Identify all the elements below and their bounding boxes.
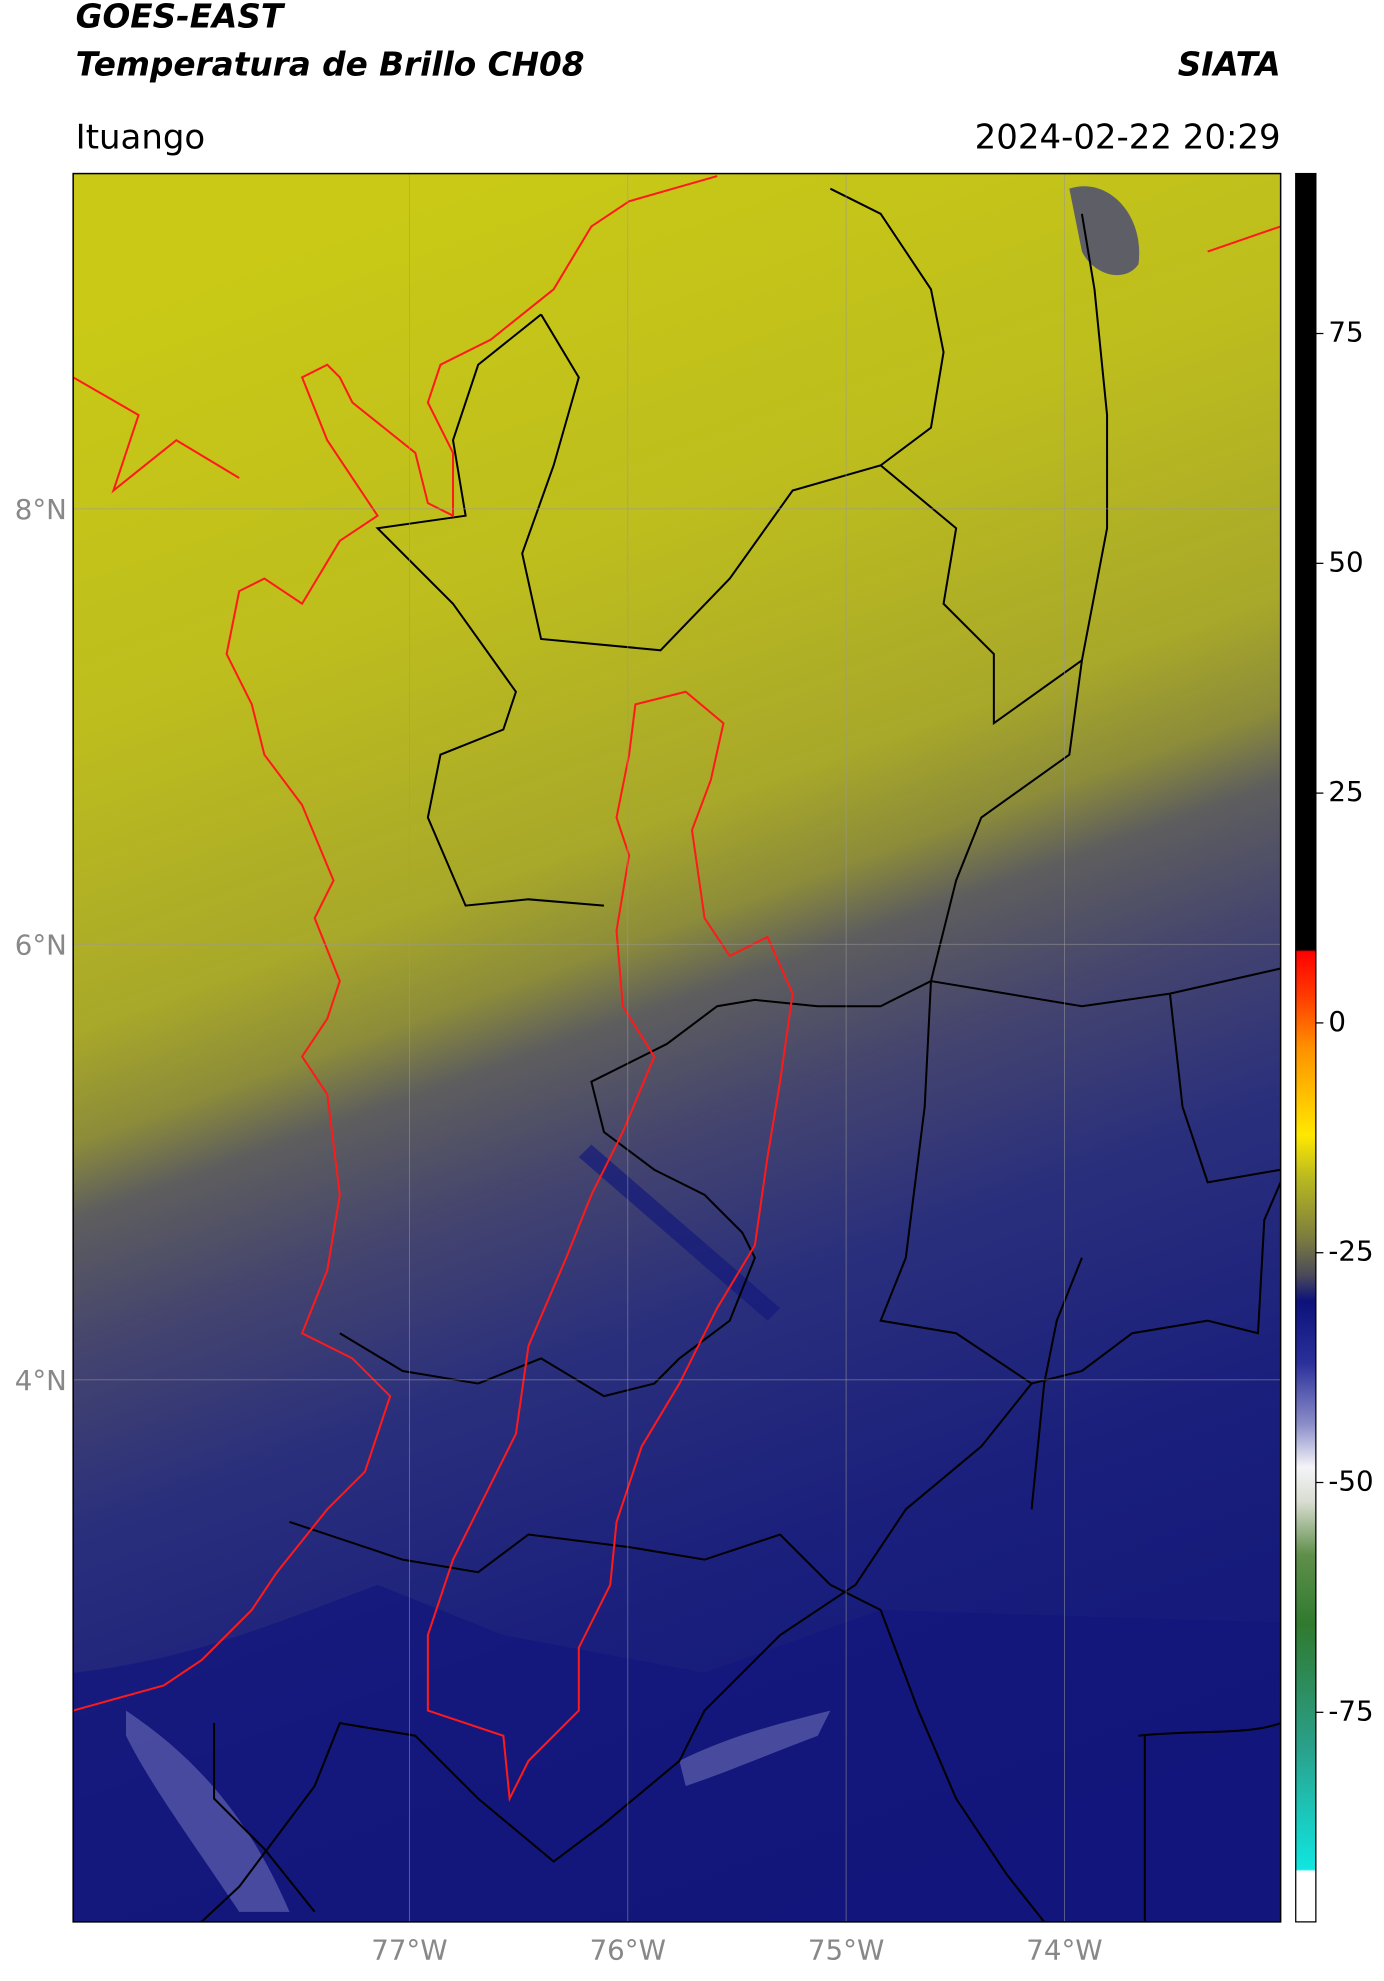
map-ticks: 77°W 76°W 75°W 74°W 8°N 6°N 4°N: [15, 493, 1103, 1967]
colorbar-tick-label: 75: [1328, 316, 1363, 349]
lat-tick-label: 4°N: [15, 1364, 67, 1397]
map-frame: [72, 172, 1282, 1923]
title: Temperatura de Brillo CH08: [76, 45, 585, 83]
title: GOES-EAST: [76, 0, 286, 36]
datetime: 2024-02-22 20:29: [975, 117, 1281, 157]
colorbar-tick-label: -50: [1328, 1465, 1373, 1498]
lat-tick-label: 8°N: [15, 493, 67, 526]
cold-band: [578, 1144, 781, 1321]
colorbar-ticks: 75 50 25 0 -25 -50 -75: [1315, 316, 1374, 1727]
graticule: [73, 173, 1281, 1922]
borders: [200, 187, 1281, 1922]
cold-cloud: [126, 1710, 290, 1912]
lon-tick-label: 76°W: [590, 1934, 666, 1967]
lon-tick-label: 75°W: [808, 1934, 884, 1967]
colorbar-tick-label: -25: [1328, 1235, 1373, 1268]
lat-tick-label: 6°N: [15, 928, 67, 961]
cold-cloud: [1069, 186, 1140, 276]
colorbar: [1295, 172, 1317, 1923]
region: Ituango: [76, 117, 206, 157]
organization: SIATA: [1178, 45, 1281, 83]
colorbar-tick-label: 0: [1328, 1005, 1346, 1038]
cold-region: [73, 1584, 1281, 1922]
lon-tick-label: 74°W: [1026, 1934, 1102, 1967]
lon-tick-label: 77°W: [371, 1934, 447, 1967]
colorbar-tick-label: 50: [1328, 545, 1363, 578]
coastline: [73, 175, 1281, 1712]
colorbar-tick-label: 25: [1328, 775, 1363, 808]
cold-cloud: [679, 1710, 831, 1787]
basin-outline: [426, 690, 794, 1803]
map: [73, 173, 1281, 1922]
colorbar-tick-label: -75: [1328, 1694, 1373, 1727]
